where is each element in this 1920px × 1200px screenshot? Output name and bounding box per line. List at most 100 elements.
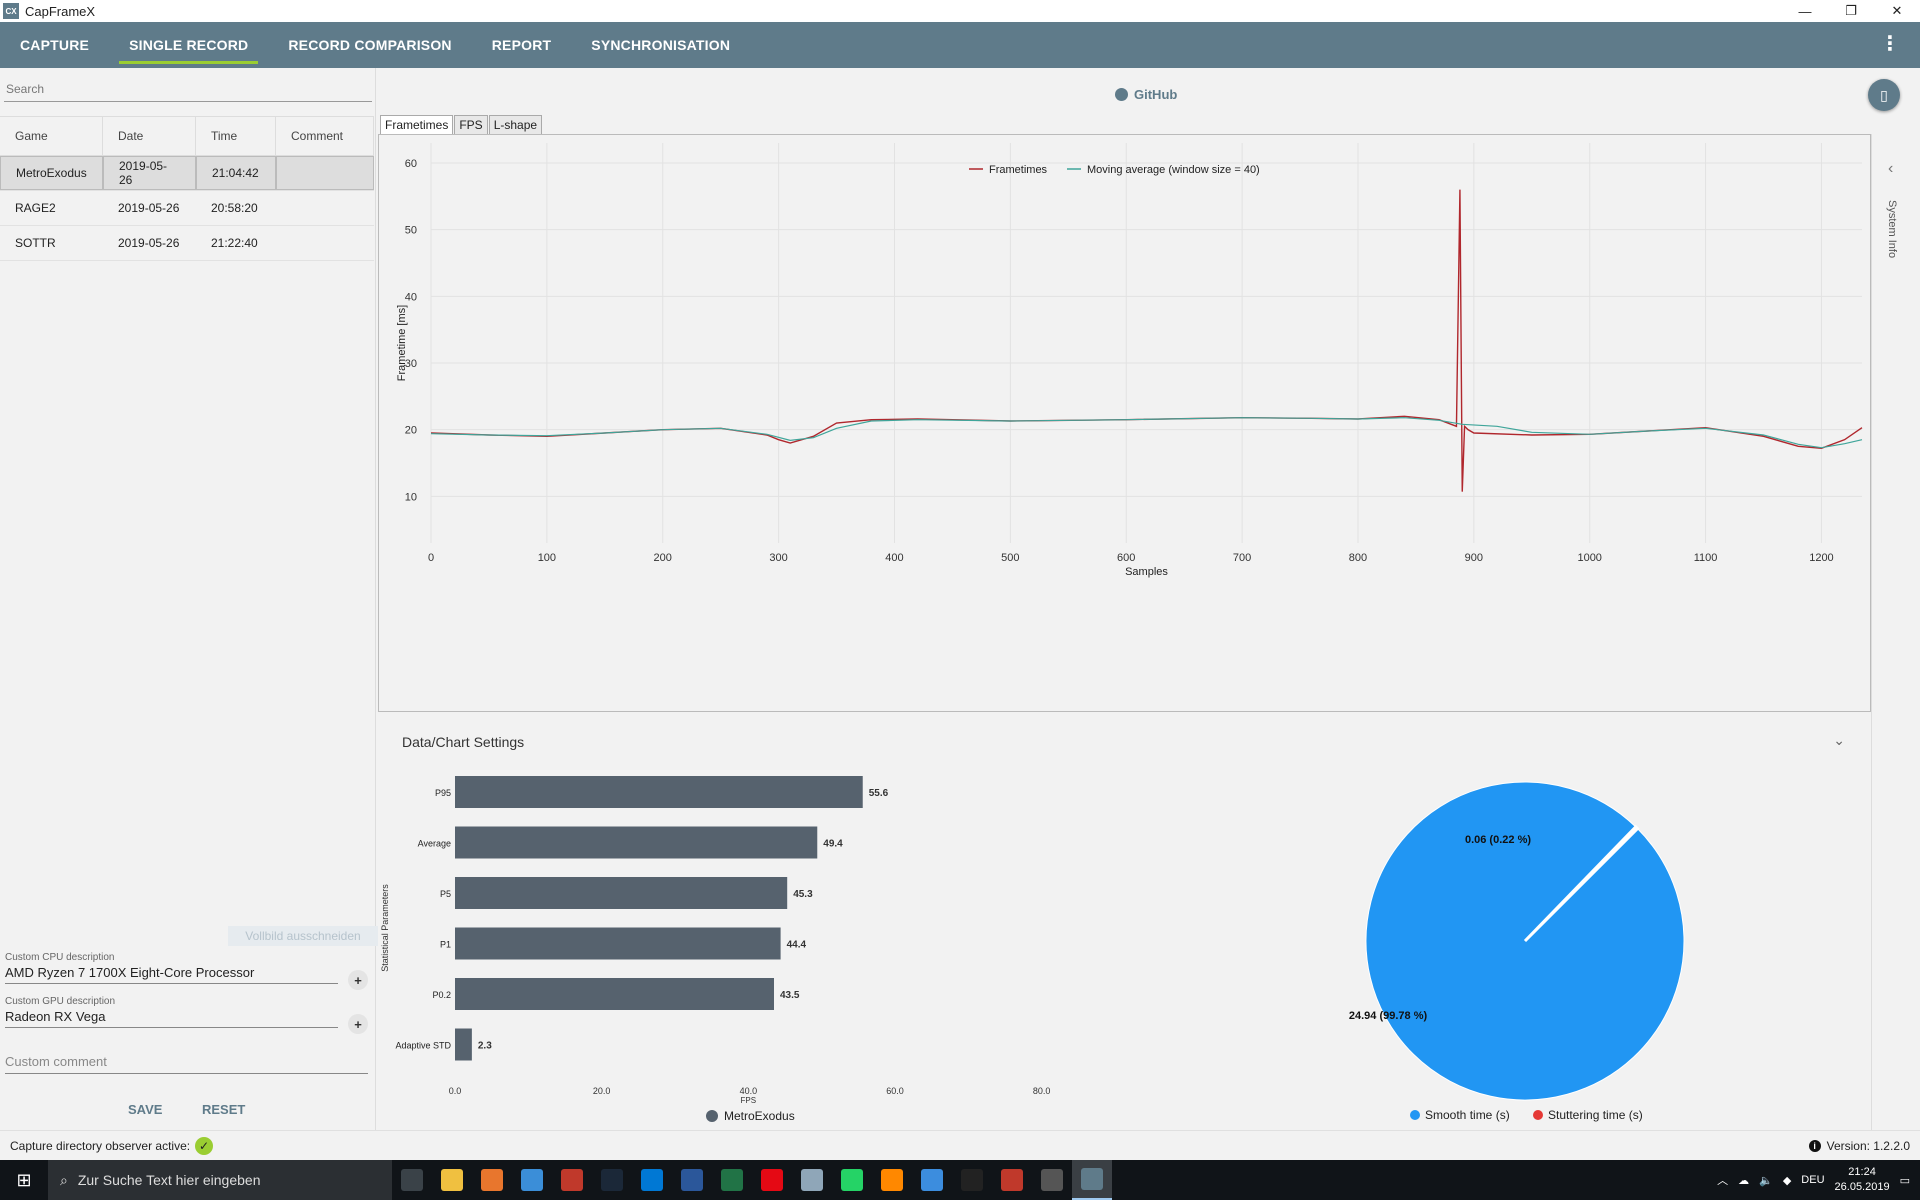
bar	[455, 877, 788, 909]
bar	[455, 776, 863, 808]
taskbar-capframex-icon[interactable]	[1072, 1160, 1112, 1200]
bar-value-label: 44.4	[787, 940, 807, 951]
table-row[interactable]: MetroExodus 2019-05-26 21:04:42	[0, 156, 374, 191]
taskbar-search[interactable]: ⌕ Zur Suche Text hier eingeben	[48, 1160, 392, 1200]
cell-time: 20:58:20	[211, 201, 258, 215]
terminal-icon	[961, 1169, 983, 1191]
outlook-icon	[641, 1169, 663, 1191]
column-header-game[interactable]: Game	[0, 117, 103, 155]
info-icon[interactable]: i	[1808, 1139, 1821, 1152]
x-tick-label: 600	[1117, 552, 1135, 564]
tab-capture[interactable]: CAPTURE	[20, 37, 90, 53]
bar-category-label: P0.2	[432, 990, 451, 1000]
bar-category-label: P95	[435, 788, 451, 798]
taskbar-task-view-icon[interactable]	[392, 1160, 432, 1200]
taskbar-vlc-icon[interactable]	[872, 1160, 912, 1200]
column-header-time[interactable]: Time	[196, 117, 276, 155]
close-button[interactable]: ✕	[1891, 3, 1903, 18]
media-icon	[561, 1169, 583, 1191]
legend-label: Frametimes	[989, 164, 1048, 176]
taskbar-terminal-icon[interactable]	[952, 1160, 992, 1200]
minimize-button[interactable]: —	[1798, 3, 1812, 19]
calculator-icon	[521, 1169, 543, 1191]
tab-l-shape[interactable]: L-shape	[488, 115, 543, 135]
column-header-date[interactable]: Date	[103, 117, 196, 155]
search-input[interactable]: Search	[4, 80, 372, 102]
restore-button[interactable]: ❐	[1845, 3, 1857, 18]
taskbar-steam-icon[interactable]	[592, 1160, 632, 1200]
system-info-label[interactable]: System Info	[1886, 200, 1898, 259]
status-bar: Capture directory observer active: ✓ i V…	[0, 1130, 1920, 1160]
x-axis-label: Samples	[1125, 566, 1168, 578]
tab-single-record[interactable]: SINGLE RECORD	[109, 22, 268, 68]
taskbar-explorer-icon[interactable]	[432, 1160, 472, 1200]
y-tick-label: 20	[405, 425, 417, 437]
cpu-description-input[interactable]: AMD Ryzen 7 1700X Eight-Core Processor	[5, 963, 338, 984]
notifications-icon[interactable]: ▭	[1899, 1174, 1910, 1187]
taskbar-netflix-icon[interactable]	[752, 1160, 792, 1200]
taskbar-activity-icon[interactable]	[912, 1160, 952, 1200]
table-row[interactable]: SOTTR 2019-05-26 21:22:40	[0, 226, 374, 261]
x-tick-label: 0	[428, 552, 434, 564]
reset-button[interactable]: RESET	[202, 1102, 246, 1117]
tab-fps[interactable]: FPS	[454, 115, 488, 135]
x-tick-label: 300	[769, 552, 787, 564]
taskbar-clock[interactable]: 21:24 26.05.2019	[1835, 1165, 1890, 1195]
tab-synchronisation[interactable]: SYNCHRONISATION	[591, 37, 731, 53]
tab-report[interactable]: REPORT	[491, 37, 552, 53]
taskbar-firefox-icon[interactable]	[472, 1160, 512, 1200]
data-chart-settings-header[interactable]: Data/Chart Settings ⌄	[378, 720, 1871, 764]
taskbar-word-icon[interactable]	[672, 1160, 712, 1200]
taskbar-calculator-icon[interactable]	[512, 1160, 552, 1200]
bar	[455, 927, 781, 960]
taskbar-outlook-icon[interactable]	[632, 1160, 672, 1200]
legend-label: Smooth time (s)	[1425, 1108, 1510, 1122]
system-info-sidebar[interactable]	[1871, 134, 1920, 1130]
dropbox-icon[interactable]: ◆	[1782, 1174, 1792, 1187]
github-link[interactable]: GitHub	[1115, 87, 1177, 102]
bar-value-label: 45.3	[793, 889, 813, 900]
add-cpu-icon[interactable]: +	[348, 970, 368, 990]
clipboard-icon[interactable]: ▯	[1868, 79, 1900, 111]
onedrive-icon[interactable]: ☁	[1738, 1174, 1750, 1187]
volume-icon[interactable]: 🔈	[1759, 1174, 1773, 1187]
taskbar-settings-icon[interactable]	[1032, 1160, 1072, 1200]
column-header-comment[interactable]: Comment	[276, 117, 374, 155]
version-info: i Version: 1.2.2.0	[1808, 1139, 1910, 1153]
x-tick-label: 0.0	[449, 1086, 462, 1096]
y-tick-label: 30	[405, 358, 417, 370]
x-tick-label: 60.0	[886, 1086, 904, 1096]
check-icon: ✓	[195, 1136, 214, 1155]
x-tick-label: 500	[1001, 552, 1019, 564]
cell-comment	[276, 191, 374, 225]
save-button[interactable]: SAVE	[128, 1102, 163, 1117]
firefox-icon	[481, 1169, 503, 1191]
cell-date: 2019-05-26	[118, 201, 180, 215]
gpu-description-field[interactable]: Custom GPU description Radeon RX Vega	[5, 996, 338, 1028]
tab-record-comparison[interactable]: RECORD COMPARISON	[288, 37, 452, 53]
taskbar-whatsapp-icon[interactable]	[832, 1160, 872, 1200]
windows-start-icon[interactable]: ⊞	[16, 1169, 32, 1190]
expand-sidebar-icon[interactable]: ‹	[1888, 160, 1894, 177]
chevron-down-icon[interactable]: ⌄	[1833, 732, 1845, 748]
gpu-description-input[interactable]: Radeon RX Vega	[5, 1007, 338, 1028]
taskbar-afterburner-icon[interactable]	[992, 1160, 1032, 1200]
language-indicator[interactable]: DEU	[1801, 1174, 1825, 1186]
window-title: CapFrameX	[25, 3, 96, 19]
cell-date: 2019-05-26	[103, 156, 196, 190]
table-row[interactable]: RAGE2 2019-05-26 20:58:20	[0, 191, 374, 226]
tab-frametimes[interactable]: Frametimes	[380, 115, 454, 135]
taskbar-paint-icon[interactable]	[792, 1160, 832, 1200]
y-tick-label: 60	[405, 158, 417, 170]
custom-comment-input[interactable]: Custom comment	[5, 1054, 368, 1074]
legend-label: Moving average (window size = 40)	[1087, 164, 1260, 176]
cpu-description-label: Custom CPU description	[5, 952, 115, 963]
cpu-description-field[interactable]: Custom CPU description AMD Ryzen 7 1700X…	[5, 952, 338, 984]
more-menu-icon[interactable]: ⋮	[1880, 33, 1900, 55]
capframex-icon	[1081, 1168, 1103, 1190]
taskbar-media-icon[interactable]	[552, 1160, 592, 1200]
tray-chevron-icon[interactable]: ︿	[1717, 1175, 1729, 1187]
series-line-frametimes	[430, 189, 1863, 492]
taskbar-excel-icon[interactable]	[712, 1160, 752, 1200]
add-gpu-icon[interactable]: +	[348, 1014, 368, 1034]
